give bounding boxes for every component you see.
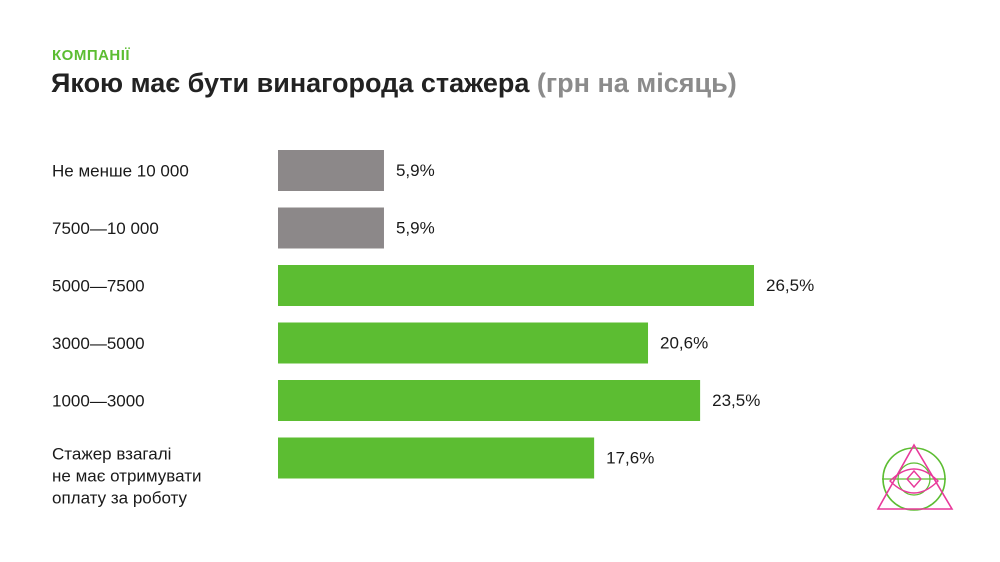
chart-title-main: Якою має бути винагорода стажера	[51, 68, 530, 98]
eye-triangle-logo-icon	[876, 443, 954, 511]
chart-title: Якою має бути винагорода стажера (грн на…	[51, 68, 737, 99]
bar	[278, 322, 649, 364]
bar-value-label: 17,6%	[606, 449, 654, 468]
category-label: 3000—5000	[52, 334, 145, 353]
bar	[278, 207, 384, 249]
bar-value-label: 5,9%	[396, 219, 435, 238]
bar-value-label: 26,5%	[766, 276, 814, 295]
bar-value-label: 23,5%	[712, 391, 760, 410]
bar	[278, 265, 754, 306]
section-kicker: КОМПАНІЇ	[52, 47, 131, 64]
category-label: Стажер взагалі не має отримувати оплату за…	[52, 445, 202, 508]
bar	[278, 380, 701, 421]
category-label: 7500—10 000	[52, 219, 159, 238]
category-label: Не менше 10 000	[52, 162, 189, 181]
bar-value-label: 20,6%	[660, 334, 708, 353]
bar	[278, 437, 595, 479]
bar	[278, 150, 384, 191]
chart-title-unit: (грн на місяць)	[536, 68, 737, 98]
bar-value-label: 5,9%	[396, 161, 435, 180]
category-label: 5000—7500	[52, 277, 145, 296]
category-label: 1000—3000	[52, 392, 145, 411]
